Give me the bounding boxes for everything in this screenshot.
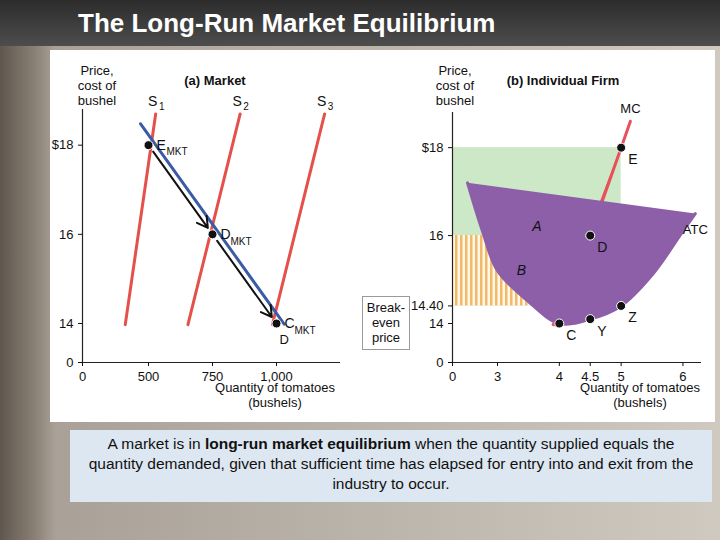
svg-text:D: D xyxy=(597,239,607,255)
svg-text:14: 14 xyxy=(429,316,443,331)
html-text:The Long-Run Market Equilibriu: The Long-Run Market Equilibrium xyxy=(78,8,496,38)
svg-text:1: 1 xyxy=(159,101,165,112)
svg-text:Y: Y xyxy=(597,323,607,339)
svg-text:ATC: ATC xyxy=(683,222,708,237)
svg-text:3: 3 xyxy=(494,369,501,384)
svg-text:$18: $18 xyxy=(52,137,74,152)
html-text:Price, cost of bushel: Price, cost of bushel xyxy=(435,63,475,108)
svg-text:C: C xyxy=(285,315,295,331)
html-text:Price, cost of bushel: Price, cost of bushel xyxy=(77,63,117,108)
svg-text:16: 16 xyxy=(429,228,443,243)
svg-text:3: 3 xyxy=(328,101,334,112)
svg-text:D: D xyxy=(221,226,231,242)
svg-text:$18: $18 xyxy=(422,140,444,155)
svg-text:S: S xyxy=(232,93,241,109)
svg-text:750: 750 xyxy=(201,368,224,384)
svg-text:0: 0 xyxy=(66,355,73,370)
svg-text:A: A xyxy=(531,218,541,234)
svg-text:6: 6 xyxy=(679,368,687,384)
svg-text:E: E xyxy=(628,151,637,167)
svg-text:4.5: 4.5 xyxy=(581,368,600,384)
html-text:Quantity of tomatoes (bushels): Quantity of tomatoes (bushels) xyxy=(580,380,700,410)
svg-text:16: 16 xyxy=(59,226,73,241)
svg-text:0: 0 xyxy=(79,369,86,384)
svg-text:4: 4 xyxy=(556,369,563,384)
svg-text:MKT: MKT xyxy=(295,325,316,336)
html-text:A market is in long-run market: A market is in long-run market equilibri… xyxy=(88,435,694,492)
svg-text:2: 2 xyxy=(243,101,249,112)
svg-text:MC: MC xyxy=(620,101,640,116)
html-text:Quantity of tomatoes (bushels): Quantity of tomatoes (bushels) xyxy=(215,380,335,410)
svg-text:0: 0 xyxy=(449,369,456,384)
html-text:(b) Individual Firm: (b) Individual Firm xyxy=(506,73,620,88)
html-text:(a) Market: (a) Market xyxy=(184,73,246,88)
svg-text:MKT: MKT xyxy=(167,146,188,157)
html-text:Break- even price: Break- even price xyxy=(366,300,406,345)
svg-text:14.40: 14.40 xyxy=(411,298,444,313)
svg-text:500: 500 xyxy=(138,369,160,384)
svg-text:MKT: MKT xyxy=(231,236,252,247)
svg-text:14: 14 xyxy=(59,316,73,331)
svg-text:D: D xyxy=(279,332,288,347)
svg-text:B: B xyxy=(517,262,526,278)
svg-text:S: S xyxy=(317,93,326,109)
svg-text:S: S xyxy=(148,93,157,109)
svg-text:Z: Z xyxy=(628,309,637,325)
svg-text:1,000: 1,000 xyxy=(260,368,293,384)
svg-text:5: 5 xyxy=(617,368,625,384)
svg-text:0: 0 xyxy=(436,355,443,370)
svg-text:E: E xyxy=(157,137,166,153)
svg-text:C: C xyxy=(566,327,576,343)
